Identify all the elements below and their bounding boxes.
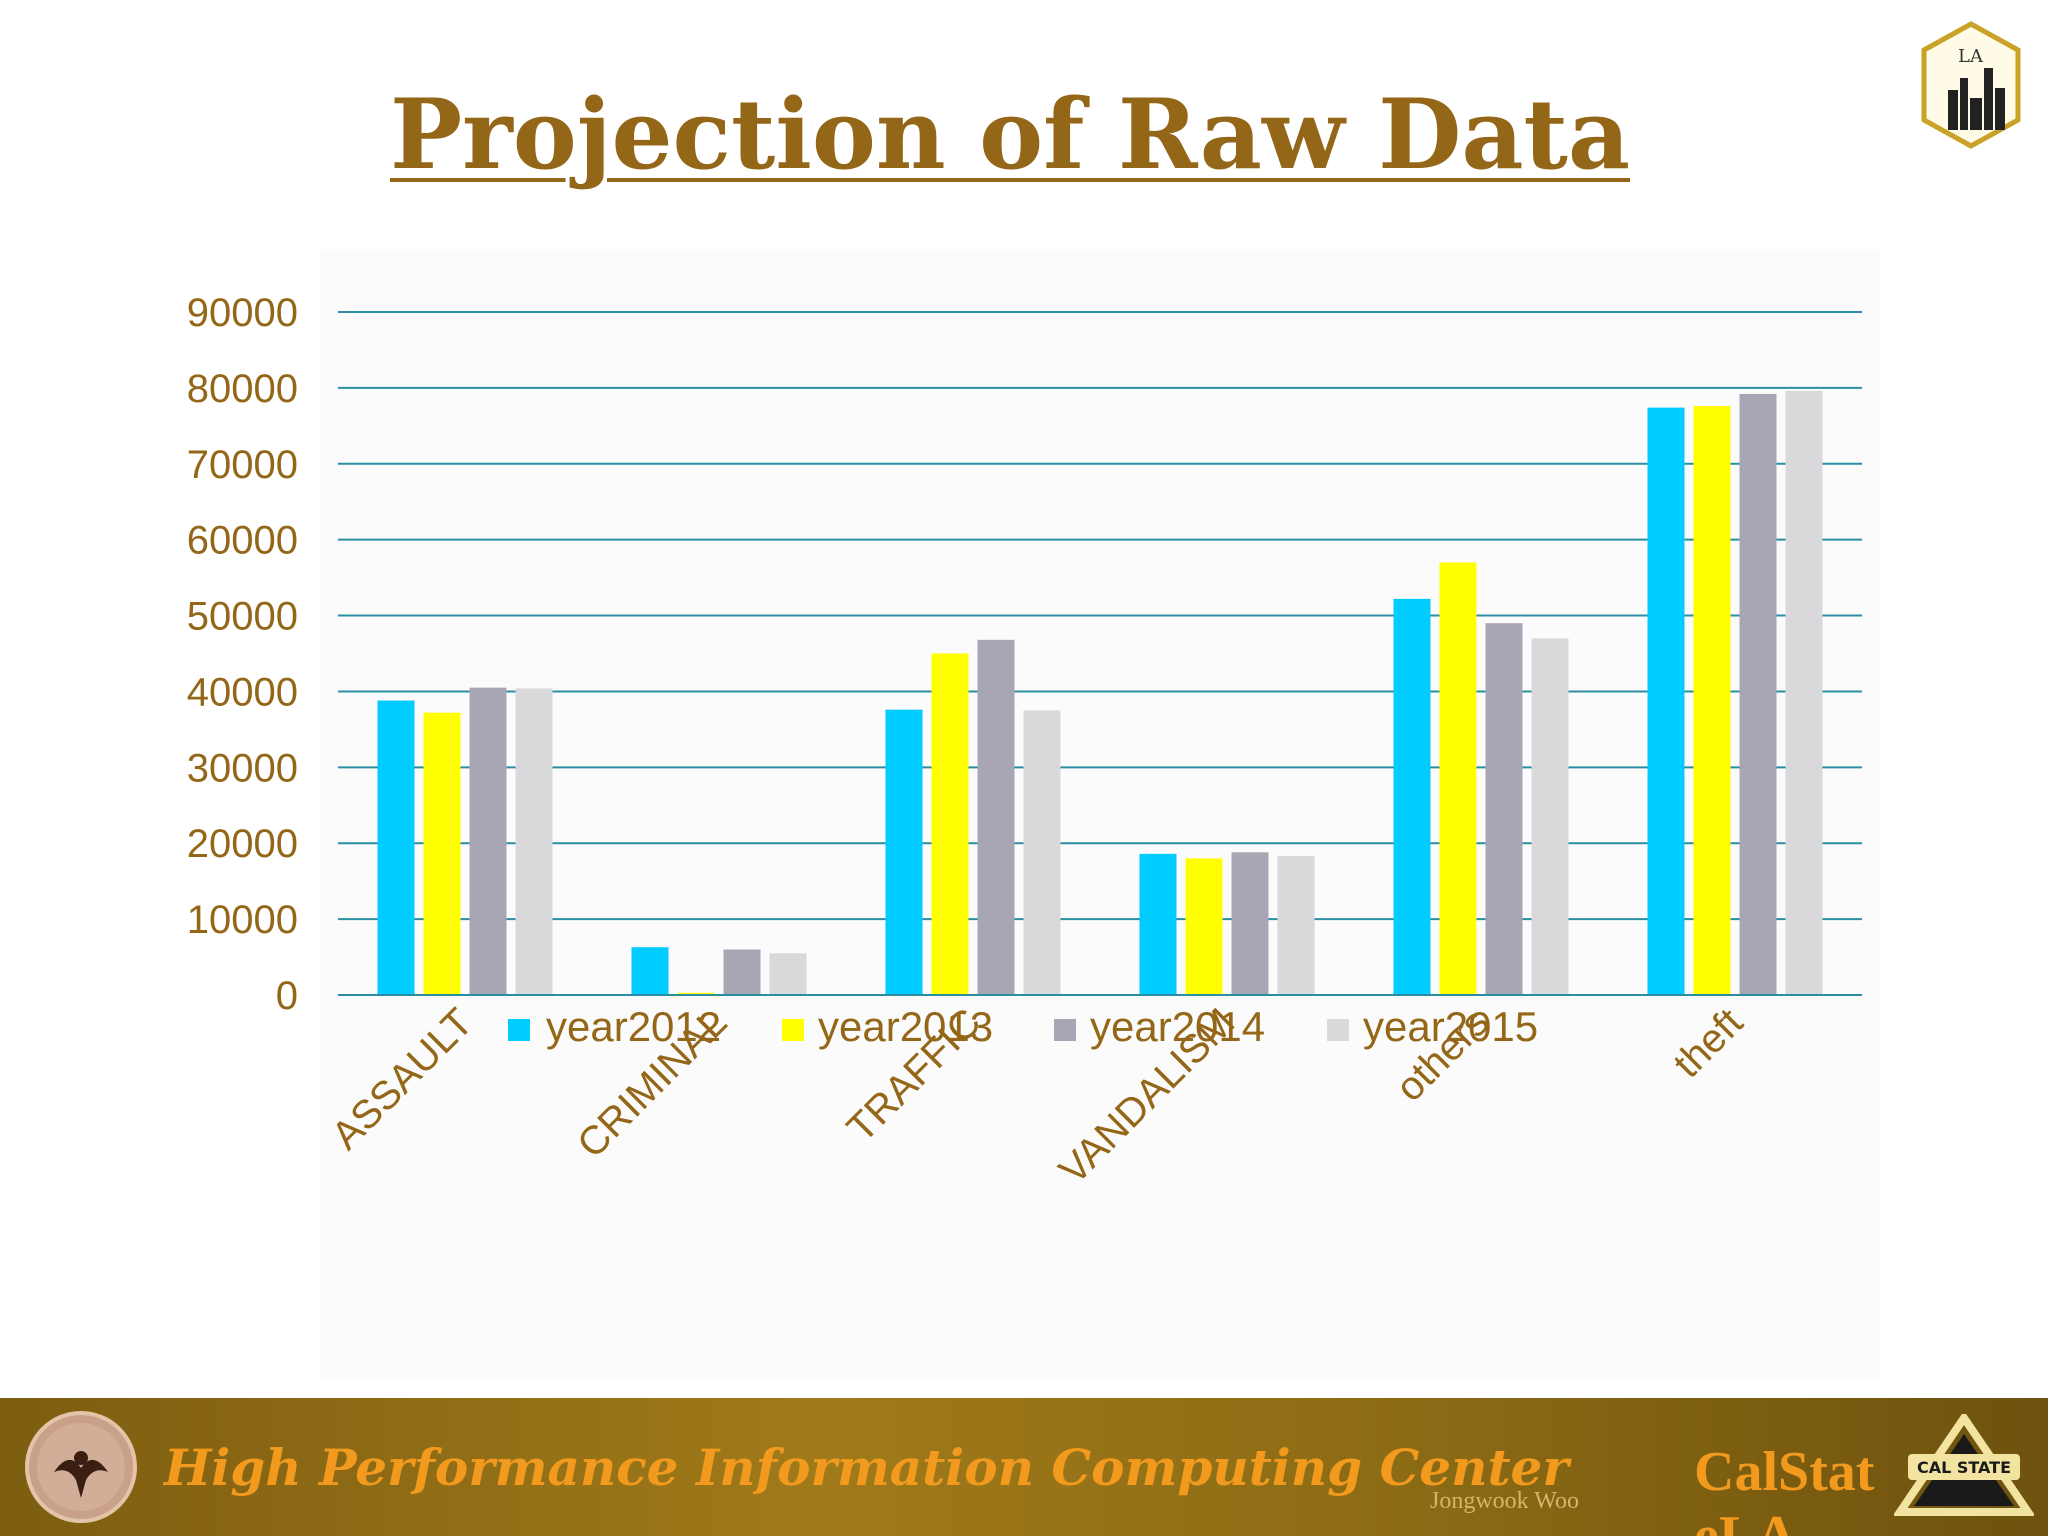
legend-label: year2014 <box>1090 1003 1265 1050</box>
center-name: High Performance Information Computing C… <box>164 1438 1569 1497</box>
bar-year2015 <box>769 953 807 995</box>
bar-year2012 <box>377 700 415 995</box>
y-tick-label: 50000 <box>187 595 298 639</box>
bar-year2012 <box>1393 598 1431 995</box>
legend-swatch-year2015 <box>1327 1019 1349 1041</box>
bar-year2013 <box>1439 562 1477 995</box>
bar-year2012 <box>1647 407 1685 995</box>
bar-year2015 <box>1785 390 1823 995</box>
bar-year2012 <box>1139 853 1177 995</box>
org-name-line-1: CalStat <box>1694 1441 1875 1503</box>
chart-background <box>320 250 1880 1380</box>
y-tick-label: 0 <box>276 974 298 1018</box>
bar-year2014 <box>469 687 507 995</box>
la-logo: LA <box>1921 21 2021 149</box>
org-name-line-2: eLA <box>1694 1505 1797 1536</box>
y-tick-label: 30000 <box>187 746 298 790</box>
y-tick-label: 70000 <box>187 443 298 487</box>
legend-label: year2015 <box>1363 1003 1538 1050</box>
bar-year2014 <box>723 949 761 995</box>
bar-year2013 <box>1693 406 1731 995</box>
bar-year2013 <box>677 992 715 995</box>
logo-text: LA <box>1958 46 1984 67</box>
calstate-logo-icon: CAL STATE <box>1894 1414 2034 1516</box>
bar-chart: 0 10000 20000 30000 40000 50000 60000 70000 8000… <box>187 291 1862 1193</box>
bar-year2014 <box>1739 393 1777 995</box>
bar-year2012 <box>885 709 923 995</box>
y-tick-label: 40000 <box>187 670 298 714</box>
footer-bar: High Performance Information Computing C… <box>0 1398 2048 1536</box>
legend-swatch-year2013 <box>782 1019 804 1041</box>
calstate-text: CAL STATE <box>1917 1458 2011 1477</box>
y-tick-label: 80000 <box>187 367 298 411</box>
bar-year2012 <box>631 947 669 995</box>
bar-year2015 <box>1531 638 1569 995</box>
legend-label: year2012 <box>546 1003 721 1050</box>
legend-label: year2013 <box>818 1003 993 1050</box>
bar-year2014 <box>1485 623 1523 995</box>
bar-year2014 <box>977 639 1015 995</box>
legend-swatch-year2012 <box>508 1019 530 1041</box>
bar-year2015 <box>1023 710 1061 995</box>
y-tick-label: 60000 <box>187 519 298 563</box>
bar-year2014 <box>1231 852 1269 995</box>
org-name: CalStat eLA <box>1694 1440 1894 1536</box>
page-title: Projection of Raw Data <box>389 78 1631 191</box>
bar-year2013 <box>931 653 969 995</box>
bar-year2015 <box>515 688 553 995</box>
bar-year2013 <box>423 712 461 995</box>
x-tick-label: theft <box>1665 1000 1751 1086</box>
bar-year2013 <box>1185 858 1223 995</box>
bar-year2015 <box>1277 856 1315 995</box>
university-emblem-icon <box>25 1411 137 1523</box>
y-tick-label: 10000 <box>187 898 298 942</box>
y-tick-label: 20000 <box>187 822 298 866</box>
author-name: Jongwook Woo <box>1430 1488 1579 1514</box>
y-tick-label: 90000 <box>187 291 298 335</box>
x-tick-label: ASSAULT <box>323 1000 481 1158</box>
legend-swatch-year2014 <box>1054 1019 1076 1041</box>
